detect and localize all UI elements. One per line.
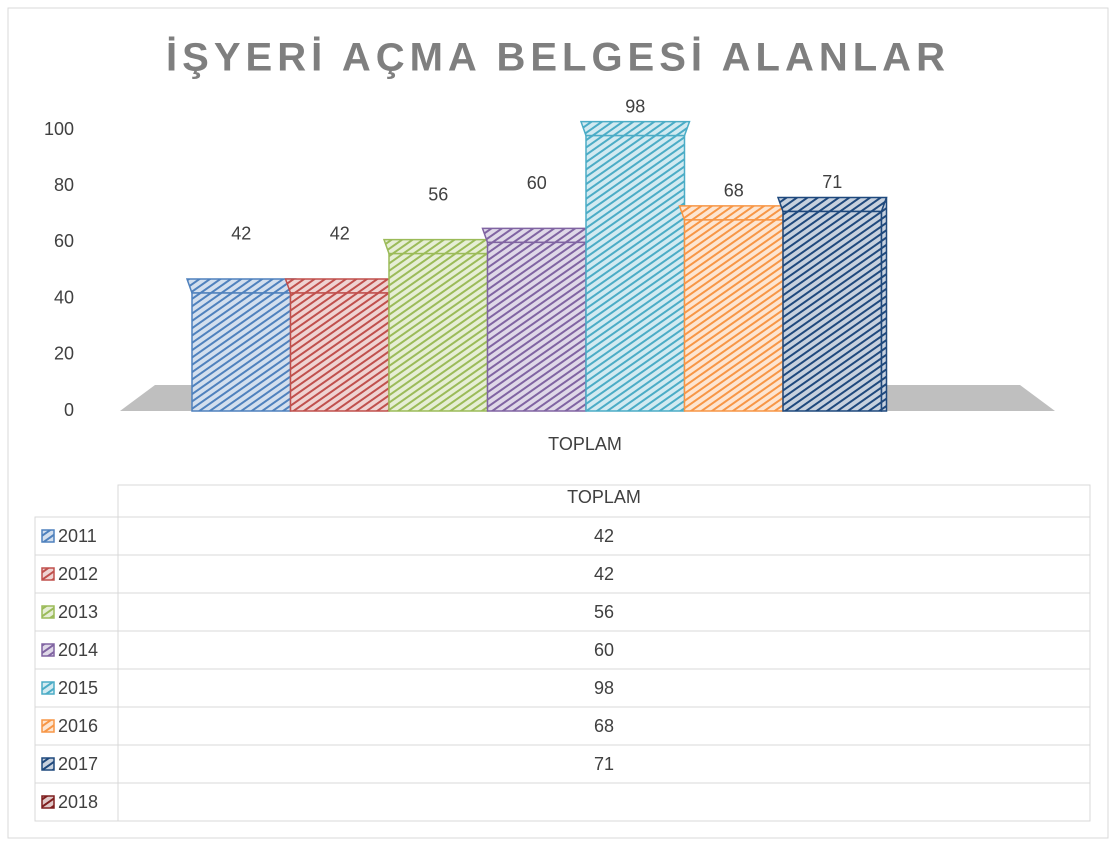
table-value: 56 — [594, 602, 614, 622]
bar — [284, 278, 396, 412]
data-label: 68 — [724, 181, 744, 201]
bar-top — [284, 278, 396, 294]
legend-swatch — [41, 529, 55, 543]
bar — [382, 238, 494, 412]
table-header: TOPLAM — [567, 487, 641, 507]
legend-swatch — [41, 567, 55, 581]
y-tick-label: 100 — [44, 119, 74, 139]
bar-top — [678, 205, 790, 221]
legend-swatch — [41, 643, 55, 657]
legend-label: 2018 — [58, 792, 98, 812]
legend-swatch — [41, 605, 55, 619]
data-label: 60 — [527, 173, 547, 193]
table-value: 42 — [594, 526, 614, 546]
bar — [776, 196, 888, 412]
bar-front — [289, 292, 390, 412]
bar-side — [880, 197, 888, 412]
table-value: 71 — [594, 754, 614, 774]
bar — [678, 205, 790, 412]
legend-label: 2012 — [58, 564, 98, 584]
legend-swatch — [41, 795, 55, 809]
y-tick-label: 20 — [54, 344, 74, 364]
bar-top — [481, 227, 593, 244]
bar-front — [388, 252, 489, 412]
bar-front — [191, 292, 292, 412]
legend-label: 2011 — [58, 526, 97, 546]
bar — [185, 278, 297, 412]
table-value: 98 — [594, 678, 614, 698]
data-label: 42 — [330, 224, 350, 244]
bar-top — [185, 278, 297, 294]
legend-label: 2016 — [58, 716, 98, 736]
bar-front — [486, 241, 587, 412]
bar-top — [382, 238, 494, 255]
bar-front — [782, 210, 883, 412]
legend-swatch — [41, 719, 55, 733]
data-label: 42 — [231, 224, 251, 244]
legend-label: 2014 — [58, 640, 98, 660]
data-label: 56 — [428, 184, 448, 204]
bar-top — [776, 196, 888, 213]
legend-label: 2013 — [58, 602, 98, 622]
legend-swatch — [41, 757, 55, 771]
table-value: 42 — [594, 564, 614, 584]
legend-label: 2015 — [58, 678, 98, 698]
x-tick-label: TOPLAM — [548, 434, 622, 454]
table-value-cell — [117, 782, 1091, 822]
y-tick-label: 0 — [64, 400, 74, 420]
bar — [481, 227, 593, 412]
bar-front — [683, 219, 784, 412]
table-value: 68 — [594, 716, 614, 736]
data-label: 71 — [822, 172, 842, 192]
bar — [579, 120, 691, 412]
chart-border — [7, 7, 1109, 839]
y-tick-label: 60 — [54, 231, 74, 251]
legend-swatch — [41, 681, 55, 695]
legend-label: 2017 — [58, 754, 98, 774]
bar-top — [579, 120, 691, 137]
bar-front — [585, 134, 686, 412]
y-tick-label: 40 — [54, 287, 74, 307]
table-value: 60 — [594, 640, 614, 660]
data-label: 98 — [625, 96, 645, 116]
chart-title: İŞYERİ AÇMA BELGESİ ALANLAR — [166, 36, 950, 80]
y-tick-label: 80 — [54, 175, 74, 195]
